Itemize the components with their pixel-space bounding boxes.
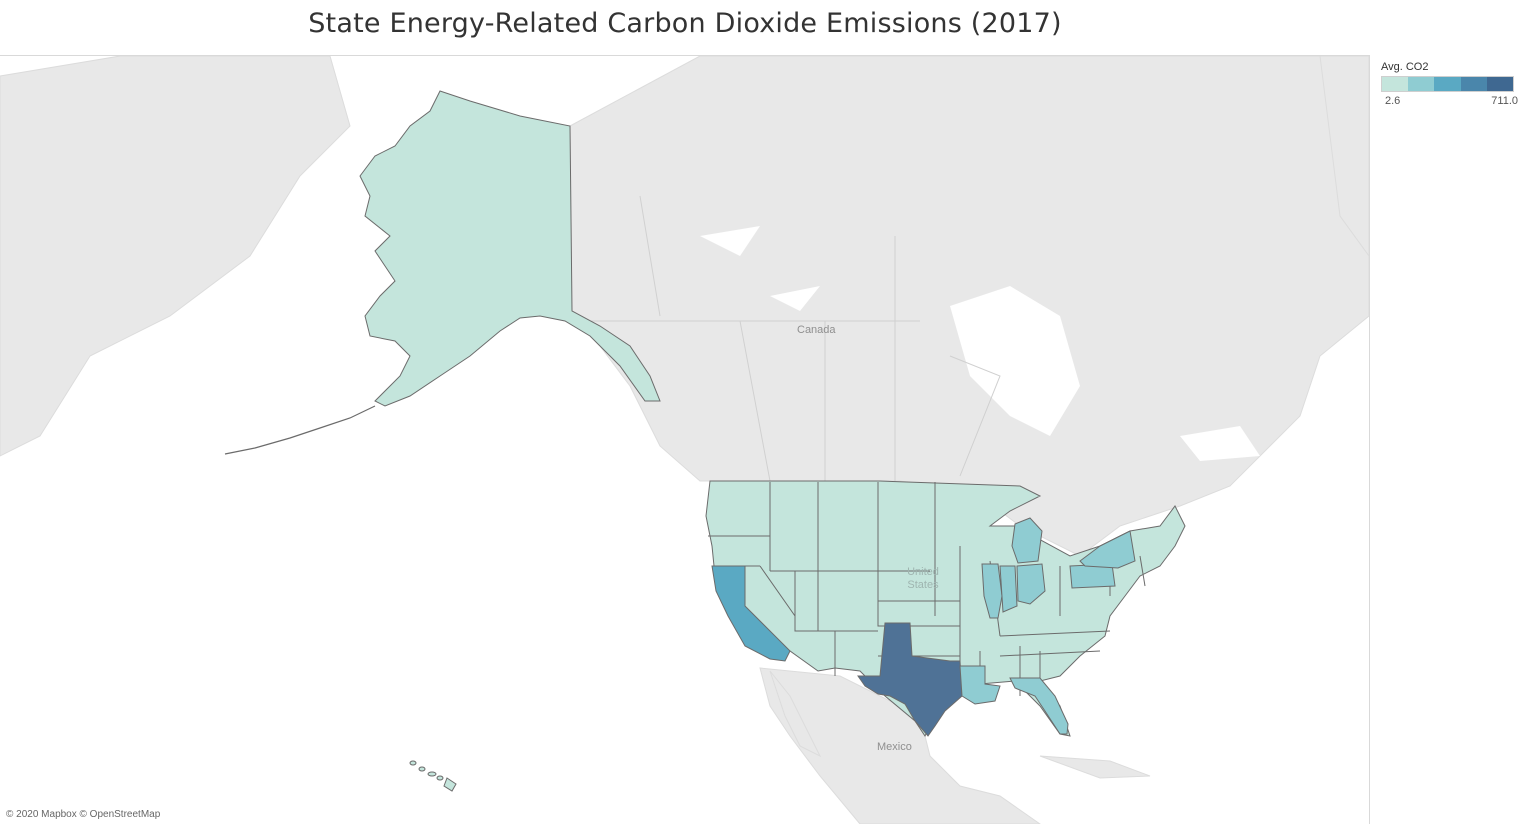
state-illinois[interactable] — [981, 563, 1003, 619]
state-hawaii[interactable] — [409, 760, 457, 792]
legend-step-4 — [1460, 77, 1487, 91]
legend-step-3 — [1434, 77, 1461, 91]
map-attribution[interactable]: © 2020 Mapbox © OpenStreetMap — [6, 809, 161, 820]
state-florida[interactable] — [1009, 677, 1069, 735]
label-united-states: United States — [907, 566, 939, 591]
basemap-water — [700, 226, 1260, 461]
state-texas[interactable] — [857, 622, 963, 737]
label-canada: Canada — [797, 324, 836, 336]
chart-title: State Energy-Related Carbon Dioxide Emis… — [308, 8, 1062, 39]
state-alaska[interactable] — [359, 90, 661, 407]
state-michigan[interactable] — [1011, 517, 1043, 564]
basemap-land — [0, 56, 1369, 824]
legend-step-2 — [1408, 77, 1435, 91]
state-borders — [708, 482, 1146, 696]
legend-step-1 — [1382, 77, 1409, 91]
label-mexico: Mexico — [877, 741, 912, 753]
color-legend: Avg. CO2 2.6 711.0 — [1381, 61, 1521, 109]
legend-color-ramp — [1381, 76, 1514, 92]
legend-step-5 — [1486, 77, 1514, 91]
legend-title: Avg. CO2 — [1381, 61, 1429, 73]
legend-min-label: 2.6 — [1385, 95, 1401, 107]
state-ohio[interactable] — [1016, 563, 1046, 605]
map-canvas[interactable] — [0, 56, 1369, 824]
state-louisiana[interactable] — [959, 665, 1001, 705]
alaska-aleutians — [224, 405, 376, 455]
state-indiana[interactable] — [999, 565, 1018, 613]
legend-scale: 2.6 711.0 — [1381, 95, 1518, 109]
province-borders — [572, 195, 1001, 482]
legend-max-label: 711.0 — [1491, 95, 1518, 107]
map-view[interactable]: Canada United States Mexico © 2020 Mapbo… — [0, 55, 1370, 824]
state-new-york[interactable] — [1079, 530, 1136, 569]
state-california[interactable] — [711, 565, 791, 662]
